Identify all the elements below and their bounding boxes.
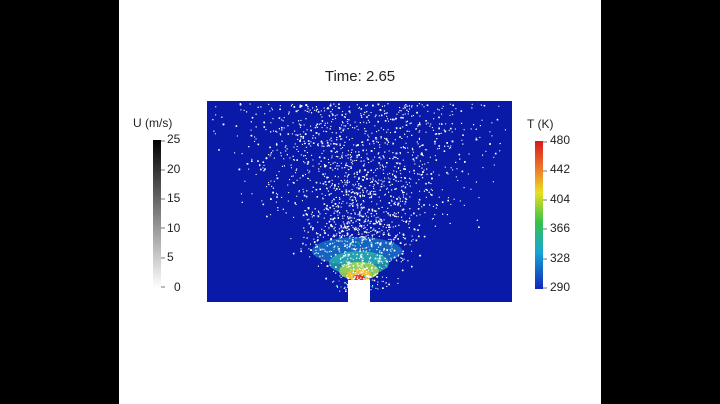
velocity-tick: 20 (167, 162, 181, 176)
temperature-colorbar (535, 141, 547, 289)
temperature-tick: 404 (550, 192, 571, 206)
temperature-tick: 290 (550, 280, 571, 294)
temperature-tick: 442 (550, 162, 571, 176)
temperature-tick: 328 (550, 251, 571, 265)
temperature-tick: 480 (550, 133, 571, 147)
velocity-legend-label: U (m/s) (133, 116, 173, 130)
simulation-domain (207, 101, 512, 302)
velocity-tick: 25 (167, 132, 181, 146)
time-title: Time: 2.65 (324, 68, 396, 85)
velocity-tick: 15 (167, 191, 181, 205)
visualization-frame: Time: 2.65 U (m/s) 25 20 15 10 5 0 (119, 0, 601, 404)
velocity-tick: 0 (174, 280, 181, 294)
velocity-tick: 10 (167, 221, 181, 235)
temperature-legend-label: T (K) (527, 117, 554, 131)
velocity-tick: 5 (167, 250, 174, 264)
temperature-tick: 366 (550, 221, 571, 235)
inlet-nozzle (348, 280, 370, 302)
velocity-colorbar (153, 140, 165, 288)
